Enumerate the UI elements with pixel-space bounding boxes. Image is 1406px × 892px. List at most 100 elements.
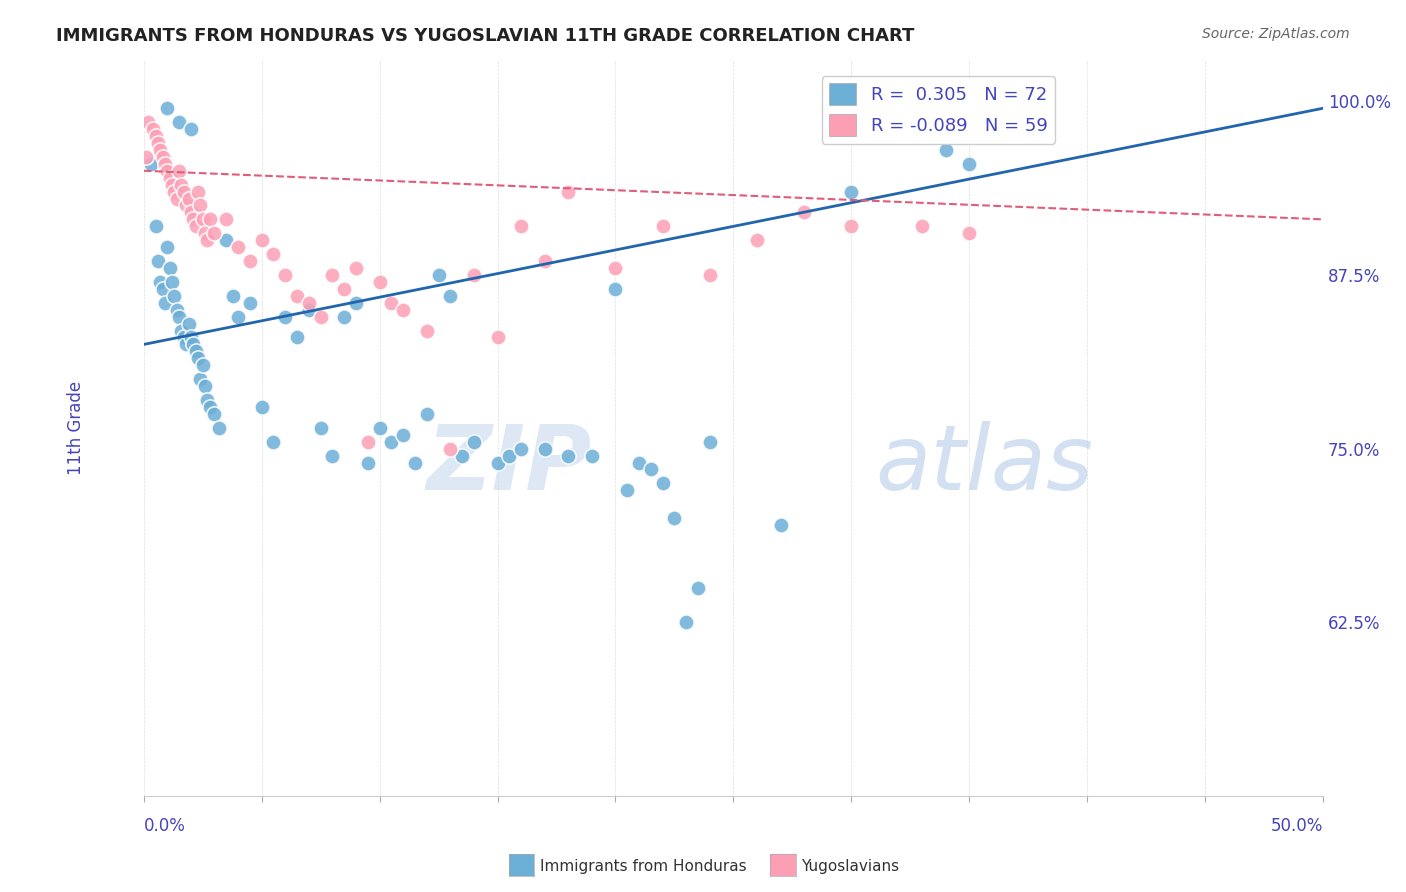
Point <box>204 227 226 241</box>
Point <box>498 449 520 463</box>
Point <box>651 219 673 234</box>
Point <box>149 275 172 289</box>
Point <box>309 421 332 435</box>
Point <box>215 212 238 227</box>
Point <box>222 289 245 303</box>
Point <box>173 185 195 199</box>
Point <box>239 295 262 310</box>
Point <box>262 247 284 261</box>
Point <box>181 212 204 227</box>
Point <box>145 219 167 234</box>
Point <box>285 330 308 344</box>
Point <box>439 289 461 303</box>
Point <box>605 260 627 275</box>
Point <box>262 434 284 449</box>
Point <box>239 254 262 268</box>
Point <box>628 456 651 470</box>
Point <box>226 310 249 324</box>
Point <box>333 310 356 324</box>
Point <box>194 379 217 393</box>
Point <box>152 282 174 296</box>
Point <box>194 227 217 241</box>
Point <box>250 400 273 414</box>
Point <box>173 330 195 344</box>
Point <box>664 511 686 525</box>
Point <box>180 122 202 136</box>
Point <box>486 330 509 344</box>
Point <box>309 310 332 324</box>
Point <box>181 337 204 351</box>
Point <box>463 434 485 449</box>
Text: IMMIGRANTS FROM HONDURAS VS YUGOSLAVIAN 11TH GRADE CORRELATION CHART: IMMIGRANTS FROM HONDURAS VS YUGOSLAVIAN … <box>56 27 915 45</box>
Point <box>285 289 308 303</box>
Point <box>163 289 186 303</box>
Point <box>215 233 238 247</box>
Point <box>135 150 157 164</box>
Point <box>841 219 863 234</box>
Text: Immigrants from Honduras: Immigrants from Honduras <box>540 859 747 873</box>
Point <box>187 185 209 199</box>
Text: 11th Grade: 11th Grade <box>66 381 84 475</box>
Point <box>651 476 673 491</box>
Point <box>197 233 219 247</box>
Point <box>153 295 176 310</box>
Point <box>957 157 980 171</box>
Point <box>416 324 439 338</box>
Point <box>745 233 768 247</box>
Point <box>184 219 207 234</box>
Point <box>404 456 426 470</box>
Point <box>699 434 721 449</box>
Point <box>368 275 391 289</box>
Point <box>957 227 980 241</box>
Point <box>357 434 380 449</box>
Point <box>298 302 321 317</box>
Point <box>167 310 190 324</box>
Point <box>191 359 214 373</box>
Point <box>145 128 167 143</box>
Point <box>156 163 179 178</box>
Point <box>935 143 957 157</box>
Point <box>184 344 207 359</box>
Point <box>841 185 863 199</box>
Point <box>451 449 474 463</box>
Point <box>191 212 214 227</box>
Point <box>581 449 603 463</box>
Point <box>156 101 179 115</box>
Point <box>166 192 188 206</box>
Point <box>510 442 533 456</box>
Point <box>146 136 169 150</box>
Point <box>357 456 380 470</box>
Point <box>274 310 297 324</box>
Point <box>170 324 193 338</box>
Point <box>160 178 183 192</box>
Point <box>793 205 815 219</box>
Point <box>204 407 226 421</box>
Point <box>180 330 202 344</box>
Point <box>167 163 190 178</box>
Point <box>769 518 792 533</box>
Point <box>159 170 181 185</box>
Point <box>344 260 367 275</box>
Point <box>392 302 415 317</box>
Point <box>167 115 190 129</box>
Point <box>146 254 169 268</box>
Point <box>197 392 219 407</box>
Point <box>640 462 662 476</box>
Point <box>463 268 485 282</box>
Legend: R =  0.305   N = 72, R = -0.089   N = 59: R = 0.305 N = 72, R = -0.089 N = 59 <box>821 76 1054 144</box>
Point <box>605 282 627 296</box>
Point <box>177 192 200 206</box>
Text: Source: ZipAtlas.com: Source: ZipAtlas.com <box>1202 27 1350 41</box>
Text: Yugoslavians: Yugoslavians <box>801 859 900 873</box>
Point <box>616 483 638 498</box>
Point <box>188 198 211 212</box>
Text: 50.0%: 50.0% <box>1271 817 1323 835</box>
Point <box>180 205 202 219</box>
Point <box>427 268 450 282</box>
Text: 0.0%: 0.0% <box>143 817 186 835</box>
Point <box>187 351 209 366</box>
Point <box>686 581 709 595</box>
Point <box>533 442 555 456</box>
Point <box>321 449 343 463</box>
Point <box>333 282 356 296</box>
